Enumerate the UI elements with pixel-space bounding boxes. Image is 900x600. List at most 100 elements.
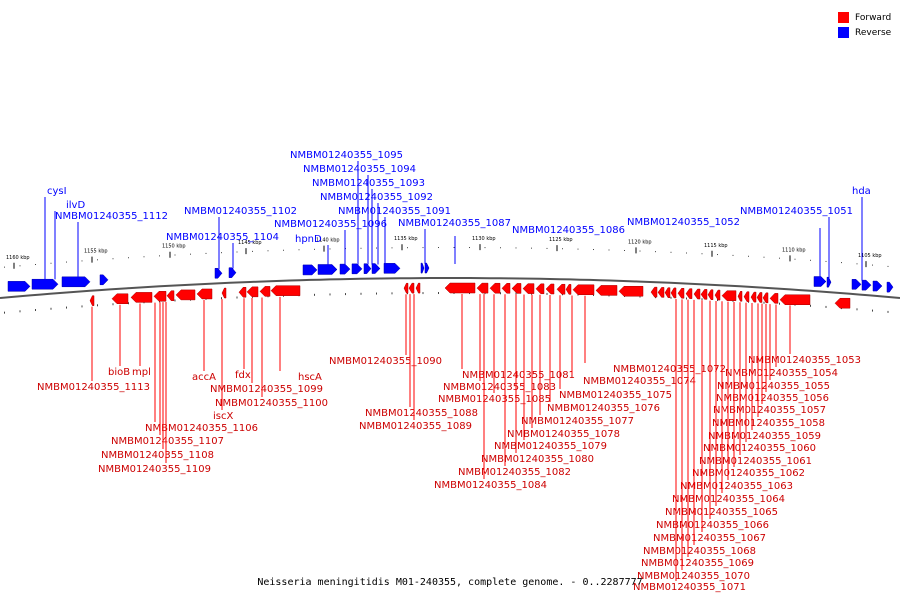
minor-tick [112, 258, 114, 260]
reverse-gene-label: NMBM01240355_1102 [184, 206, 297, 217]
forward-gene [618, 285, 644, 297]
forward-gene [221, 287, 227, 299]
minor-tick [345, 293, 346, 296]
forward-gene-label: NMBM01240355_1100 [215, 398, 328, 409]
forward-gene [756, 292, 763, 303]
forward-gene [501, 283, 511, 294]
reverse-gene [317, 264, 338, 275]
forward-gene [175, 289, 196, 301]
forward-gene-label: NMBM01240355_1088 [365, 408, 478, 419]
minor-tick [825, 305, 827, 308]
reverse-gene-label: NMBM01240355_1087 [398, 218, 511, 229]
minor-tick [515, 292, 517, 295]
minor-tick [546, 247, 548, 249]
forward-gene [769, 293, 779, 304]
forward-gene [714, 289, 721, 301]
minor-tick [686, 252, 687, 254]
minor-tick [639, 250, 641, 252]
forward-gene-label: NMBM01240355_1106 [145, 423, 258, 434]
legend-forward: Forward [838, 10, 891, 25]
reverse-gene [383, 263, 401, 274]
reverse-gene-label: NMBM01240355_1092 [320, 192, 433, 203]
forward-gene [721, 290, 737, 301]
minor-tick [19, 310, 21, 313]
forward-gene-label: NMBM01240355_1068 [643, 546, 756, 557]
forward-gene-label: NMBM01240355_1067 [653, 533, 766, 544]
minor-tick [143, 256, 145, 258]
minor-tick [438, 247, 439, 249]
forward-gene [595, 285, 618, 296]
forward-gene [762, 292, 769, 304]
reverse-gene [31, 278, 59, 290]
forward-gene [196, 288, 213, 300]
minor-tick [112, 303, 114, 306]
forward-gene [545, 283, 555, 295]
minor-tick [438, 292, 439, 295]
minor-tick [717, 299, 718, 302]
reverse-gene [861, 279, 872, 291]
minor-tick [670, 296, 672, 299]
minor-tick [4, 266, 5, 268]
minor-tick [500, 247, 501, 249]
forward-gene-label: NMBM01240355_1069 [641, 558, 754, 569]
reverse-gene-label: hpnD [295, 234, 322, 245]
forward-gene-label: accA [192, 372, 216, 383]
reverse-gene-label: NMBM01240355_1094 [303, 164, 416, 175]
reverse-gene [826, 276, 832, 288]
forward-gene [444, 282, 476, 294]
forward-gene [664, 287, 671, 298]
reverse-gene [228, 267, 237, 278]
forward-gene [685, 288, 693, 299]
minor-tick [748, 255, 749, 257]
reverse-gene-label: NMBM01240355_1052 [627, 217, 740, 228]
reverse-gene [351, 263, 363, 275]
reverse-gene [7, 281, 31, 292]
forward-gene [834, 297, 851, 309]
legend-reverse-label: Reverse [855, 27, 892, 38]
tick-label: 1125 kbp [549, 237, 573, 243]
forward-gene-label: NMBM01240355_1071 [633, 582, 746, 593]
forward-gene-label: NMBM01240355_1089 [359, 421, 472, 432]
forward-gene-label: NMBM01240355_1070 [637, 571, 750, 582]
minor-tick [329, 293, 331, 296]
minor-tick [701, 253, 703, 255]
forward-gene [111, 293, 129, 305]
minor-tick [360, 247, 362, 249]
minor-tick [686, 297, 687, 300]
forward-gene [565, 284, 572, 295]
tick-label: 1110 kbp [782, 247, 806, 253]
forward-gene [130, 292, 153, 303]
minor-tick [50, 262, 52, 264]
reverse-gene-label: NMBM01240355_1091 [338, 206, 451, 217]
minor-tick [794, 258, 796, 260]
minor-tick [717, 254, 718, 256]
forward-gene [403, 282, 409, 294]
reverse-gene-label: hda [852, 186, 871, 197]
forward-gene [415, 282, 421, 294]
minor-tick [221, 297, 222, 300]
reverse-gene [813, 276, 827, 287]
forward-gene [489, 282, 501, 294]
tick-label: 1150 kbp [162, 244, 186, 250]
minor-tick [283, 249, 284, 251]
forward-gene-label: NMBM01240355_1054 [725, 368, 838, 379]
forward-gene [270, 285, 301, 296]
minor-tick [376, 247, 377, 249]
forward-gene-label: NMBM01240355_1079 [494, 441, 607, 452]
minor-tick [810, 304, 811, 307]
forward-gene [89, 295, 95, 306]
minor-tick [624, 249, 625, 251]
minor-tick [577, 248, 579, 250]
tick-label: 1135 kbp [394, 236, 418, 242]
minor-tick [376, 292, 377, 295]
minor-tick [314, 248, 315, 250]
legend: Forward Reverse [838, 10, 891, 40]
reverse-gene-label: NMBM01240355_1086 [512, 225, 625, 236]
minor-tick [872, 309, 873, 312]
tick-label: 1120 kbp [628, 239, 652, 245]
tick-label: 1145 kbp [238, 240, 262, 246]
minor-tick [236, 296, 238, 299]
forward-gene-label: NMBM01240355_1084 [434, 480, 547, 491]
forward-gene-label: NMBM01240355_1074 [583, 376, 696, 387]
reverse-gene-label: NMBM01240355_1093 [312, 178, 425, 189]
